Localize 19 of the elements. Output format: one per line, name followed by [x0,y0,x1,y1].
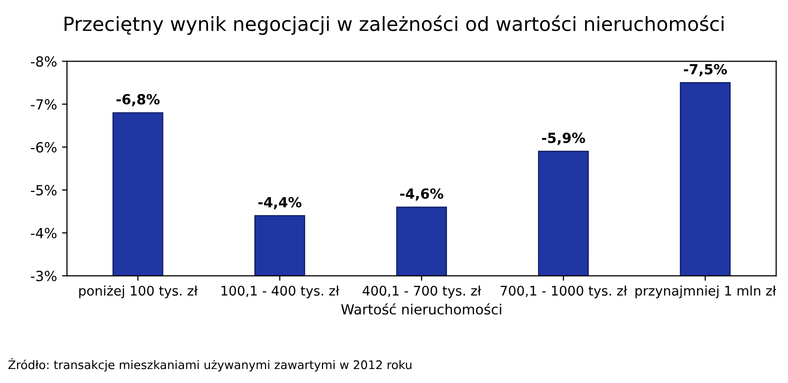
data-label: -5,9% [542,132,586,145]
y-tick-label: -4% [30,228,56,238]
y-tick-label: -7% [30,99,56,110]
y-tick-label: -8% [30,56,56,67]
x-tick-label: przynajmniej 1 mln zł [636,285,776,298]
y-tick-label: -3% [30,270,56,282]
y-tick-label: -6% [30,142,56,153]
x-tick-label: 400,1 - 700 tys. zł [362,285,482,298]
x-tick-label: poniżej 100 tys. zł [79,285,198,298]
x-tick-label: 700,1 - 1000 tys. zł [500,285,628,298]
x-axis-title: Wartość nieruchomości [341,303,502,315]
text: Źródło: transakcje mieszkaniami używanymi zawartymi w 2012 roku [8,358,412,372]
data-label: -7,5% [684,64,727,76]
x-tick-label: 100,1 - 400 tys. zł [222,285,340,298]
data-label: -4,4% [258,196,302,210]
data-label: -4,6% [400,188,444,201]
data-label: -6,8% [116,94,160,106]
chart-title: Przeciętny wynik negocjacji w zależności od wartości nieruchomości [64,15,724,35]
y-tick-label: -5% [30,184,56,196]
